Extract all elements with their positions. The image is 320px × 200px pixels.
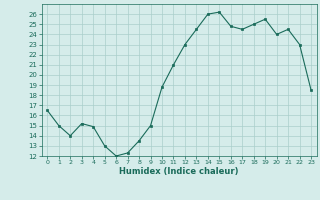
X-axis label: Humidex (Indice chaleur): Humidex (Indice chaleur) <box>119 167 239 176</box>
